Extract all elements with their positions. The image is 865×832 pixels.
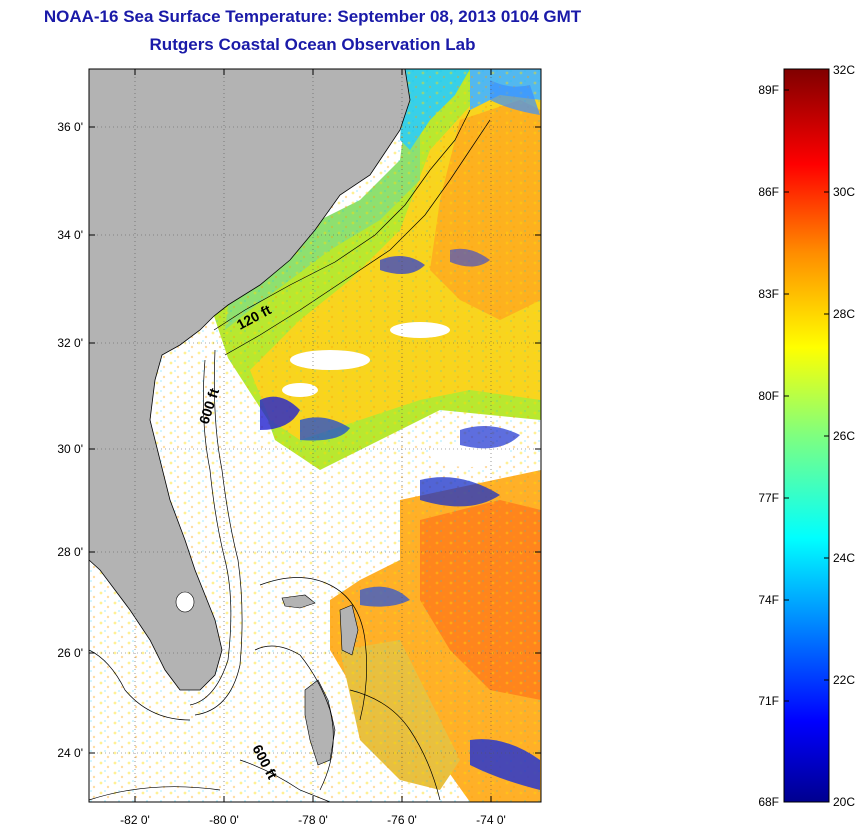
lat-label: 32 0' xyxy=(57,336,83,350)
colorbar-c-label: 32C xyxy=(833,63,855,77)
map-axis-ticks xyxy=(89,69,541,802)
cloud-gap xyxy=(290,350,370,370)
land-bahamas-grand xyxy=(281,594,316,609)
colorbar-f-label: 77F xyxy=(758,491,779,505)
cloud-edge-patch xyxy=(300,417,350,441)
cloud-edge-patch xyxy=(490,80,540,115)
colorbar-f-label: 68F xyxy=(758,795,779,809)
colorbar-f-label: 83F xyxy=(758,287,779,301)
map-subtitle: Rutgers Coastal Ocean Observation Lab xyxy=(149,35,476,54)
lon-label: -74 0' xyxy=(476,813,506,827)
cloud-edge-patch xyxy=(420,477,500,507)
cloud-edge-patch xyxy=(470,739,540,790)
colorbar-fahrenheit-ticks xyxy=(784,89,789,702)
colorbar-c-label: 24C xyxy=(833,551,855,565)
colorbar-c-label: 22C xyxy=(833,673,855,687)
map-frame xyxy=(88,68,542,803)
cloud-edge-patch xyxy=(260,396,300,430)
colorbar-c-label: 28C xyxy=(833,307,855,321)
lon-label: -80 0' xyxy=(209,813,239,827)
colorbar-f-label: 86F xyxy=(758,185,779,199)
colorbar-f-label: 74F xyxy=(758,593,779,607)
latitude-labels: 36 0' 34 0' 32 0' 30 0' 28 0' 26 0' 24 0… xyxy=(57,120,83,760)
cloud-edge-patch xyxy=(360,586,410,607)
land-us-southeast xyxy=(89,69,411,691)
cloud-gap xyxy=(282,383,318,397)
lake-okeechobee xyxy=(175,591,195,613)
cloud-edge-patch xyxy=(380,256,425,274)
colorbar-f-label: 80F xyxy=(758,389,779,403)
land-bahamas-andros xyxy=(304,679,336,766)
colorbar-f-label: 71F xyxy=(758,694,779,708)
lat-label: 30 0' xyxy=(57,442,83,456)
lat-label: 26 0' xyxy=(57,646,83,660)
colorbar-c-label: 26C xyxy=(833,429,855,443)
land-bahamas-abaco xyxy=(339,604,359,656)
colorbar-c-label: 20C xyxy=(833,795,855,809)
map-grid xyxy=(89,69,541,802)
bathymetry-contours xyxy=(89,109,491,802)
colorbar-c-label: 30C xyxy=(833,185,855,199)
cloud-gap xyxy=(390,322,450,338)
lat-label: 34 0' xyxy=(57,228,83,242)
lon-label: -78 0' xyxy=(298,813,328,827)
lat-label: 36 0' xyxy=(57,120,83,134)
colorbar-celsius-ticks xyxy=(824,191,829,681)
longitude-labels: -82 0' -80 0' -78 0' -76 0' -74 0' xyxy=(120,813,506,827)
colorbar-gradient xyxy=(783,68,830,803)
lon-label: -82 0' xyxy=(120,813,150,827)
lat-label: 28 0' xyxy=(57,545,83,559)
colorbar-f-label: 89F xyxy=(758,83,779,97)
lat-label: 24 0' xyxy=(57,746,83,760)
map-title: NOAA-16 Sea Surface Temperature: Septemb… xyxy=(43,7,582,26)
cloud-edge-patch xyxy=(450,248,490,267)
cloud-edge-patch xyxy=(460,426,520,449)
lon-label: -76 0' xyxy=(387,813,417,827)
sst-map-area: 120 ft 600 ft 600 ft xyxy=(89,69,541,802)
colorbar: 32C 30C 28C 26C 24C 22C 20C 89F 86F 83F … xyxy=(758,63,855,809)
